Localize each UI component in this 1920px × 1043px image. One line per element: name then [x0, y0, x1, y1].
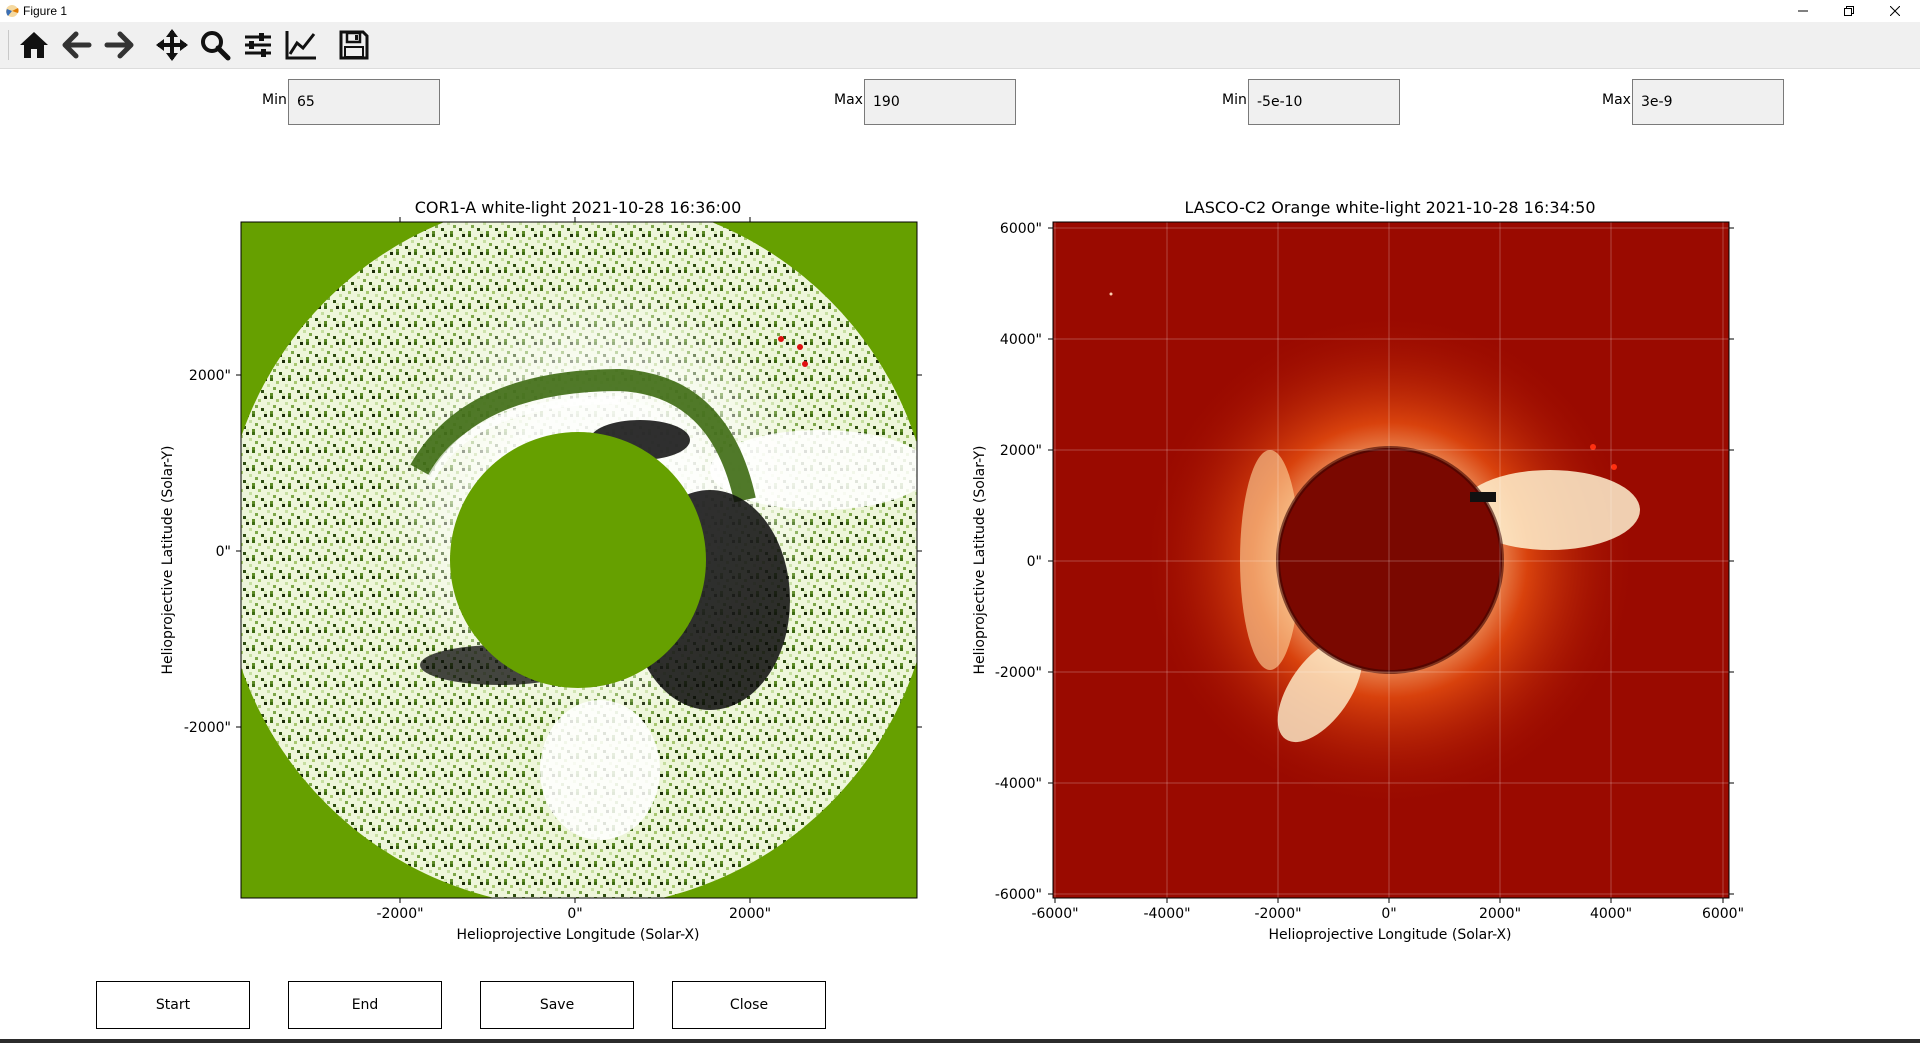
- edit-curves-icon: [285, 31, 316, 60]
- pan-button[interactable]: [154, 27, 190, 63]
- matplotlib-app-icon: [6, 5, 19, 17]
- home-button[interactable]: [16, 27, 52, 63]
- left-max-input[interactable]: [864, 79, 1016, 125]
- zoom-icon: [201, 31, 231, 61]
- left-max-label: Max: [834, 92, 863, 108]
- left-x-axis-label: Helioprojective Longitude (Solar-X): [456, 927, 699, 943]
- subplots-button[interactable]: [240, 27, 276, 63]
- right-xtick-label: -6000": [1031, 906, 1078, 922]
- minimize-icon: [1798, 10, 1808, 12]
- restore-icon: [1844, 6, 1854, 16]
- right-min-label: Min: [1222, 92, 1247, 108]
- right-xtick-label: 6000": [1702, 906, 1744, 922]
- right-xtick-label: 0": [1381, 906, 1396, 922]
- restore-button[interactable]: [1826, 0, 1872, 22]
- right-ytick-label: 6000": [1000, 221, 1042, 237]
- left-ytick-label: 2000": [189, 368, 231, 384]
- back-button[interactable]: [59, 27, 95, 63]
- left-y-axis-label: Helioprojective Latitude (Solar-Y): [160, 445, 176, 674]
- close-window-button[interactable]: [1872, 0, 1918, 22]
- right-grid: [1053, 222, 1729, 898]
- left-xtick-label: 0": [567, 906, 582, 922]
- left-min-label: Min: [262, 92, 287, 108]
- home-icon: [20, 32, 48, 58]
- left-x-ticks: -2000" 0" 2000": [376, 217, 771, 922]
- left-xtick-label: 2000": [729, 906, 771, 922]
- right-max-input[interactable]: [1632, 79, 1784, 125]
- right-plot-title: LASCO-C2 Orange white-light 2021-10-28 1…: [1184, 198, 1595, 217]
- right-y-ticks: 6000" 4000" 2000" 0" -2000" -4000" -6000…: [995, 221, 1734, 903]
- close-button[interactable]: Close: [672, 981, 826, 1029]
- subplots-icon: [245, 33, 271, 57]
- window-titlebar: Figure 1: [0, 0, 1920, 22]
- pan-icon: [156, 29, 188, 61]
- forward-button[interactable]: [101, 27, 137, 63]
- toolbar-grip: [8, 30, 9, 60]
- left-min-input[interactable]: [288, 79, 440, 125]
- right-x-axis-label: Helioprojective Longitude (Solar-X): [1268, 927, 1511, 943]
- save-figure-button[interactable]: [336, 27, 372, 63]
- zoom-button[interactable]: [197, 27, 233, 63]
- right-ytick-label: 0": [1027, 554, 1042, 570]
- cor1-image: [241, 222, 917, 898]
- end-button[interactable]: End: [288, 981, 442, 1029]
- right-xtick-label: -2000": [1254, 906, 1301, 922]
- back-arrow-icon: [62, 31, 92, 59]
- right-xtick-label: -4000": [1143, 906, 1190, 922]
- right-xtick-label: 4000": [1590, 906, 1632, 922]
- right-ytick-label: -6000": [995, 887, 1042, 903]
- minimize-button[interactable]: [1780, 0, 1826, 22]
- left-ytick-label: 0": [216, 544, 231, 560]
- edit-curves-button[interactable]: [283, 27, 319, 63]
- window-title: Figure 1: [23, 4, 68, 18]
- right-min-input[interactable]: [1248, 79, 1400, 125]
- right-ytick-label: 2000": [1000, 443, 1042, 459]
- forward-arrow-icon: [104, 31, 134, 59]
- left-ytick-label: -2000": [184, 720, 231, 736]
- right-y-axis-label: Helioprojective Latitude (Solar-Y): [972, 445, 988, 674]
- left-plot-title: COR1-A white-light 2021-10-28 16:36:00: [415, 198, 742, 217]
- navigation-toolbar: [0, 22, 1920, 69]
- right-x-ticks: -6000" -4000" -2000" 0" 2000" 4000" 6000…: [1031, 898, 1744, 922]
- left-xtick-label: -2000": [376, 906, 423, 922]
- right-xtick-label: 2000": [1479, 906, 1521, 922]
- right-ytick-label: 4000": [1000, 332, 1042, 348]
- close-icon: [1890, 6, 1900, 16]
- save-icon: [339, 30, 369, 60]
- window-bottom-border: [0, 1039, 1920, 1043]
- right-max-label: Max: [1602, 92, 1631, 108]
- right-ytick-label: -2000": [995, 665, 1042, 681]
- save-button[interactable]: Save: [480, 981, 634, 1029]
- right-ytick-label: -4000": [995, 776, 1042, 792]
- start-button[interactable]: Start: [96, 981, 250, 1029]
- left-y-ticks: 2000" 0" -2000": [184, 368, 922, 736]
- lasco-c2-image: [1053, 222, 1729, 898]
